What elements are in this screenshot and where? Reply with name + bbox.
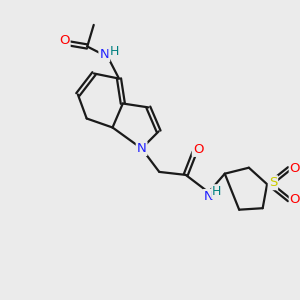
Text: N: N	[99, 48, 109, 61]
Text: O: O	[59, 34, 70, 47]
Text: O: O	[290, 162, 300, 175]
Text: O: O	[290, 193, 300, 206]
Text: O: O	[193, 143, 203, 156]
Text: N: N	[204, 190, 214, 203]
Text: H: H	[110, 44, 119, 58]
Text: S: S	[269, 176, 277, 189]
Text: N: N	[137, 142, 146, 155]
Text: H: H	[212, 185, 221, 198]
